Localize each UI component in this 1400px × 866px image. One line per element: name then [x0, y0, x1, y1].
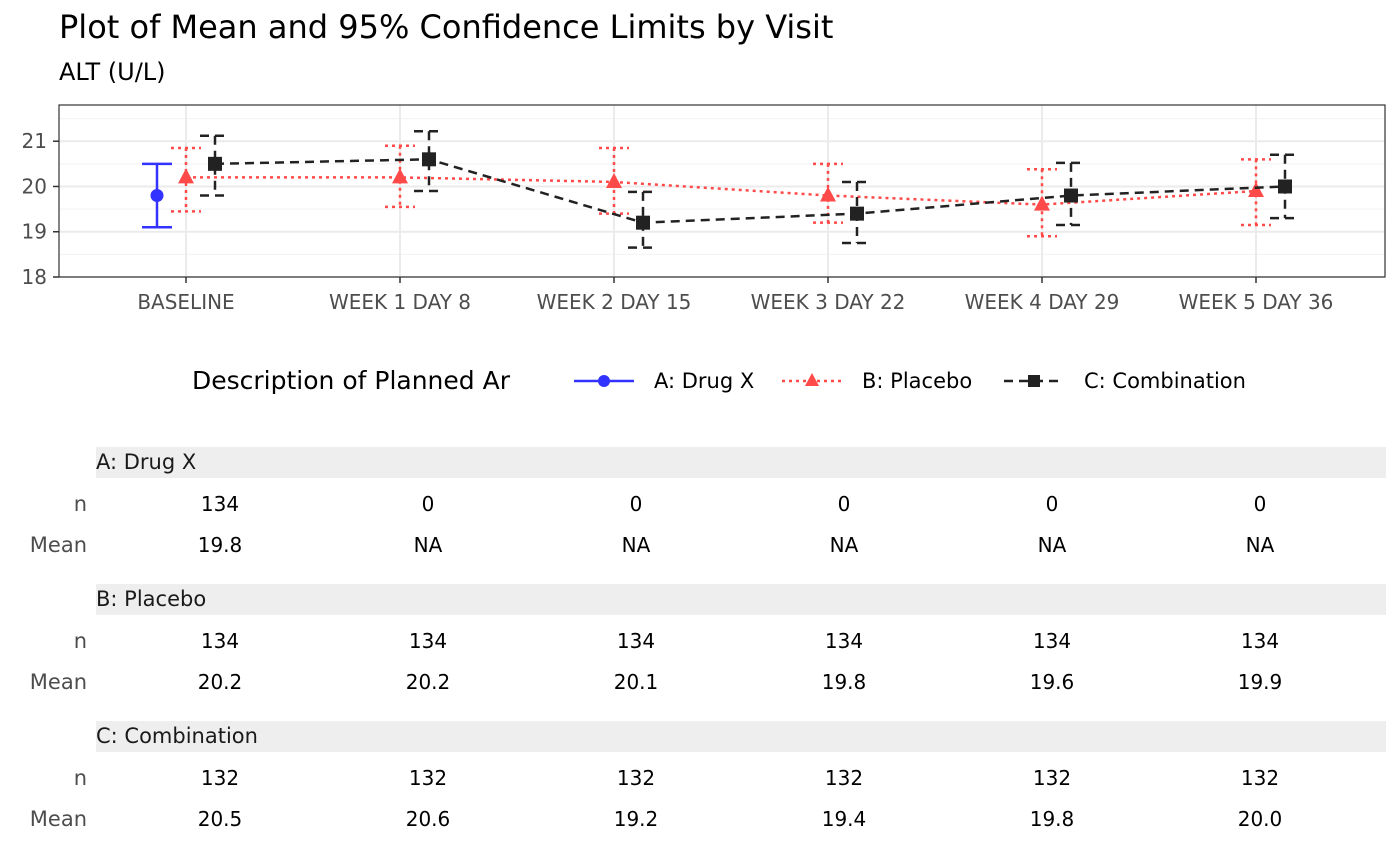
legend-key-combination	[1004, 375, 1064, 387]
table-cell: 0	[629, 492, 643, 516]
y-tick-label: 21	[22, 129, 47, 153]
table-cell: 132	[824, 766, 864, 790]
data-point	[850, 206, 864, 221]
chart-title: Plot of Mean and 95% Confidence Limits b…	[59, 8, 834, 46]
table-cell: 0	[837, 492, 851, 516]
table-cell: 20.1	[613, 670, 659, 694]
data-point	[208, 156, 222, 171]
error-bar	[1241, 158, 1271, 227]
table-cell: 19.6	[1029, 670, 1075, 694]
table-cell: 20.6	[405, 807, 451, 831]
table-cell: 132	[200, 766, 240, 790]
table-cell: 19.4	[821, 807, 867, 831]
table-cell: 20.2	[405, 670, 451, 694]
table-cell: 19.9	[1237, 670, 1283, 694]
table-cell: 19.2	[613, 807, 659, 831]
error-bar	[1027, 168, 1057, 238]
data-point	[820, 186, 836, 202]
group-strip: A: Drug X	[96, 447, 1386, 478]
table-cell: 0	[1045, 492, 1059, 516]
x-tick-label: WEEK 1 DAY 8	[329, 290, 471, 314]
x-tick-label: WEEK 5 DAY 36	[1179, 290, 1334, 314]
x-tick-label: WEEK 3 DAY 22	[751, 290, 906, 314]
table-cell: 134	[616, 629, 656, 653]
y-tick-label: 19	[22, 220, 47, 244]
table-cell: NA	[829, 533, 859, 557]
series-line	[214, 158, 1286, 224]
error-bar	[628, 190, 658, 249]
table-cell: 132	[1032, 766, 1072, 790]
error-bar	[200, 134, 230, 197]
table-cell: NA	[621, 533, 651, 557]
group-label: A: Drug X	[96, 450, 197, 474]
table-cell: 132	[1240, 766, 1280, 790]
data-point	[636, 215, 650, 230]
legend-label-combination: C: Combination	[1084, 369, 1246, 393]
table-cell: 0	[421, 492, 435, 516]
x-tick-label: WEEK 2 DAY 15	[537, 290, 692, 314]
table-cell: 132	[408, 766, 448, 790]
error-bar	[171, 146, 201, 213]
x-tick-label: BASELINE	[137, 290, 234, 314]
group-strip: B: Placebo	[96, 584, 1386, 615]
table-cell: 20.0	[1237, 807, 1283, 831]
data-point	[1034, 195, 1050, 211]
group-label: C: Combination	[96, 724, 258, 748]
table-cell: 134	[200, 492, 240, 516]
legend-title: Description of Planned Ar	[192, 366, 510, 395]
chart-subtitle: ALT (U/L)	[59, 58, 166, 86]
table-cell: 19.8	[821, 670, 867, 694]
table-cell: 134	[824, 629, 864, 653]
legend-key-placebo	[782, 373, 842, 386]
table-cell: 19.8	[197, 533, 243, 557]
mean-ci-plot: 18 19 20 21 BASELINE WEEK 1 DAY 8 WEEK 2 DAY 1…	[22, 104, 1386, 314]
data-point	[1064, 188, 1078, 203]
table-cell: NA	[413, 533, 443, 557]
data-point	[606, 172, 622, 188]
data-point	[392, 168, 408, 184]
row-label-n: n	[73, 492, 87, 516]
group-strip: C: Combination	[96, 721, 1386, 752]
row-label-n: n	[73, 766, 87, 790]
data-point	[1278, 179, 1292, 194]
legend-label-placebo: B: Placebo	[862, 369, 973, 393]
legend-key-drug-x	[574, 375, 634, 387]
data-point	[150, 189, 164, 203]
table-cell: 20.5	[197, 807, 243, 831]
row-label-mean: Mean	[29, 807, 87, 831]
table-cell: 19.8	[1029, 807, 1075, 831]
row-label-mean: Mean	[29, 533, 87, 557]
y-tick-label: 20	[22, 174, 47, 198]
table-cell: 20.2	[197, 670, 243, 694]
legend-label-drug-x: A: Drug X	[654, 369, 755, 393]
data-point	[1248, 182, 1264, 197]
table-cell: NA	[1245, 533, 1275, 557]
table-cell: NA	[1037, 533, 1067, 557]
x-tick-label: WEEK 4 DAY 29	[965, 290, 1120, 314]
y-tick-label: 18	[22, 265, 47, 289]
panel-border	[58, 104, 1386, 278]
table-cell: 134	[408, 629, 448, 653]
row-label-n: n	[73, 629, 87, 653]
table-cell: 0	[1253, 492, 1267, 516]
table-cell: 134	[1240, 629, 1280, 653]
data-point	[178, 168, 194, 184]
legend: Description of Planned Ar A: Drug X B: P…	[0, 360, 1400, 402]
table-cell: 134	[200, 629, 240, 653]
table-cell: 134	[1032, 629, 1072, 653]
table-cell: 132	[616, 766, 656, 790]
plot-panel	[59, 105, 1385, 277]
data-point	[422, 152, 436, 167]
error-bar	[414, 130, 444, 193]
row-label-mean: Mean	[29, 670, 87, 694]
group-label: B: Placebo	[96, 587, 207, 611]
